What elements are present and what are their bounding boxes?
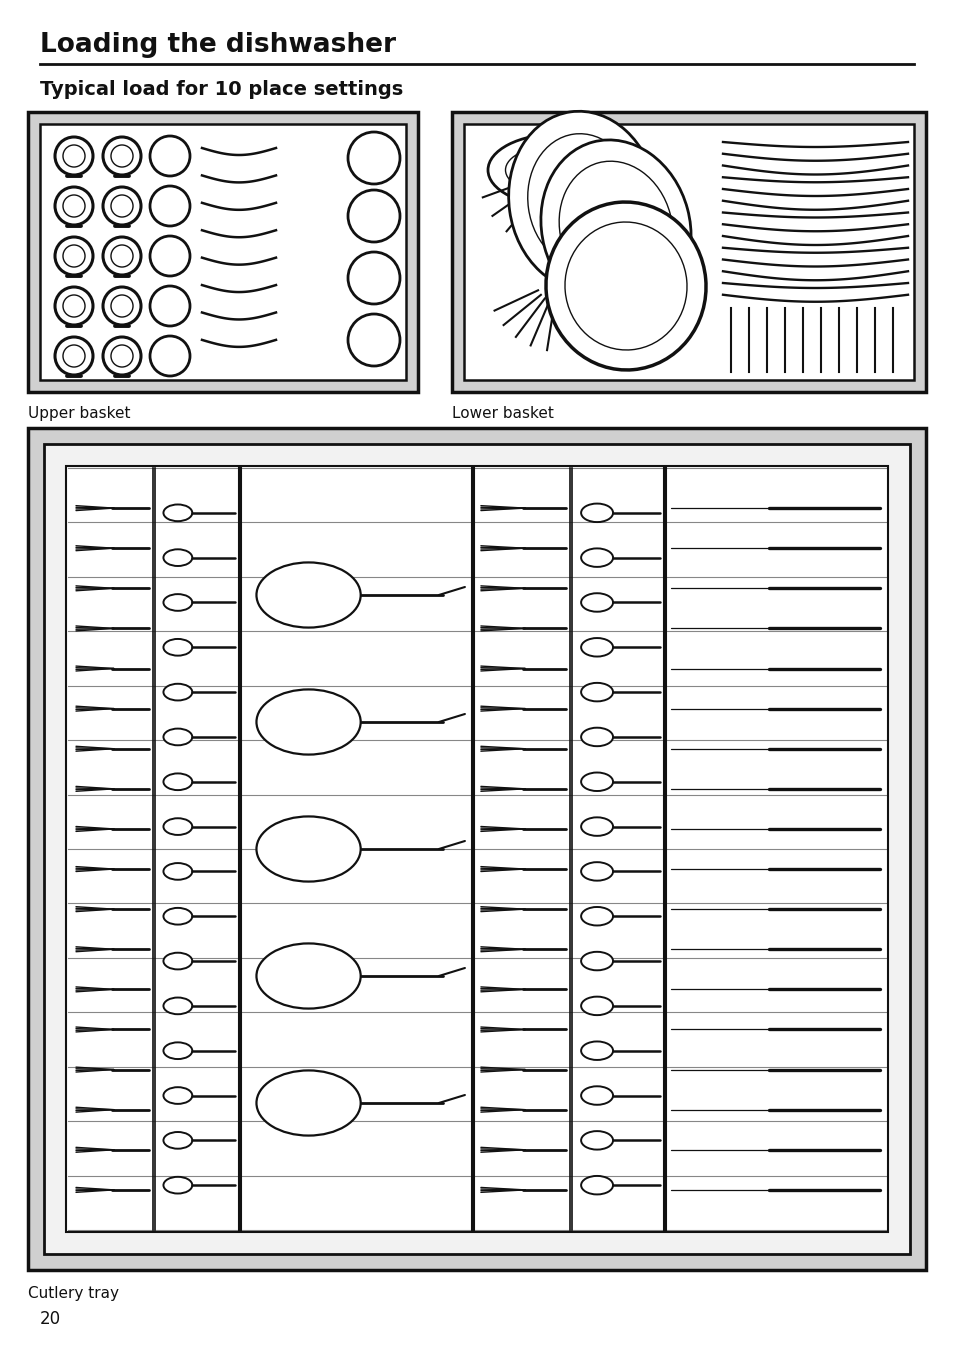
Circle shape: [150, 287, 190, 326]
Ellipse shape: [580, 594, 613, 611]
Ellipse shape: [580, 1176, 613, 1194]
Ellipse shape: [527, 134, 638, 268]
Ellipse shape: [580, 772, 613, 791]
Ellipse shape: [163, 549, 193, 566]
Bar: [44, 443, 909, 1255]
Ellipse shape: [580, 996, 613, 1015]
Ellipse shape: [580, 907, 613, 926]
Ellipse shape: [256, 690, 360, 754]
Circle shape: [63, 345, 85, 366]
Ellipse shape: [580, 727, 613, 746]
Ellipse shape: [558, 161, 672, 295]
Ellipse shape: [580, 863, 613, 880]
Circle shape: [111, 195, 132, 218]
Text: Cutlery tray: Cutlery tray: [28, 1286, 119, 1301]
Ellipse shape: [580, 952, 613, 971]
Ellipse shape: [256, 817, 360, 882]
Ellipse shape: [545, 201, 705, 370]
Circle shape: [63, 195, 85, 218]
Ellipse shape: [163, 1176, 193, 1194]
Ellipse shape: [580, 503, 613, 522]
Bar: [28, 112, 417, 392]
Circle shape: [348, 132, 399, 184]
Ellipse shape: [163, 504, 193, 521]
Ellipse shape: [163, 1042, 193, 1059]
Ellipse shape: [564, 222, 686, 350]
Circle shape: [103, 137, 141, 174]
Circle shape: [55, 287, 92, 324]
Circle shape: [55, 187, 92, 224]
Ellipse shape: [163, 863, 193, 880]
Circle shape: [348, 191, 399, 242]
Text: Upper basket: Upper basket: [28, 406, 131, 420]
Circle shape: [55, 337, 92, 375]
Ellipse shape: [163, 729, 193, 745]
Ellipse shape: [256, 944, 360, 1009]
Text: Typical load for 10 place settings: Typical load for 10 place settings: [40, 80, 403, 99]
Ellipse shape: [163, 998, 193, 1014]
Ellipse shape: [163, 773, 193, 790]
Ellipse shape: [508, 111, 657, 291]
Ellipse shape: [256, 1071, 360, 1136]
Circle shape: [103, 237, 141, 274]
Ellipse shape: [163, 909, 193, 925]
Circle shape: [111, 295, 132, 316]
Ellipse shape: [488, 134, 627, 206]
Circle shape: [55, 137, 92, 174]
Ellipse shape: [163, 953, 193, 969]
Circle shape: [150, 187, 190, 226]
Ellipse shape: [163, 594, 193, 611]
Circle shape: [348, 314, 399, 366]
Ellipse shape: [163, 684, 193, 700]
Ellipse shape: [580, 1041, 613, 1060]
Ellipse shape: [163, 1087, 193, 1103]
Ellipse shape: [163, 818, 193, 836]
Ellipse shape: [580, 1132, 613, 1149]
Ellipse shape: [580, 683, 613, 702]
Bar: [28, 429, 925, 1270]
Text: Lower basket: Lower basket: [452, 406, 554, 420]
Circle shape: [63, 245, 85, 268]
Circle shape: [103, 187, 141, 224]
Ellipse shape: [540, 139, 690, 316]
Ellipse shape: [580, 1086, 613, 1105]
Bar: [463, 124, 913, 380]
Text: 20: 20: [40, 1310, 61, 1328]
Ellipse shape: [580, 818, 613, 836]
Ellipse shape: [505, 145, 610, 195]
Circle shape: [150, 237, 190, 276]
Circle shape: [111, 245, 132, 268]
Ellipse shape: [580, 549, 613, 566]
Circle shape: [348, 251, 399, 304]
Text: Loading the dishwasher: Loading the dishwasher: [40, 32, 395, 58]
Bar: [40, 124, 406, 380]
Circle shape: [111, 345, 132, 366]
Ellipse shape: [163, 639, 193, 656]
Bar: [66, 466, 887, 1232]
Circle shape: [103, 287, 141, 324]
Circle shape: [63, 295, 85, 316]
Ellipse shape: [163, 1132, 193, 1149]
Circle shape: [55, 237, 92, 274]
Ellipse shape: [580, 638, 613, 657]
Ellipse shape: [256, 562, 360, 627]
Circle shape: [103, 337, 141, 375]
Circle shape: [150, 137, 190, 176]
Circle shape: [63, 145, 85, 168]
Bar: [452, 112, 925, 392]
Circle shape: [111, 145, 132, 168]
Circle shape: [150, 337, 190, 376]
